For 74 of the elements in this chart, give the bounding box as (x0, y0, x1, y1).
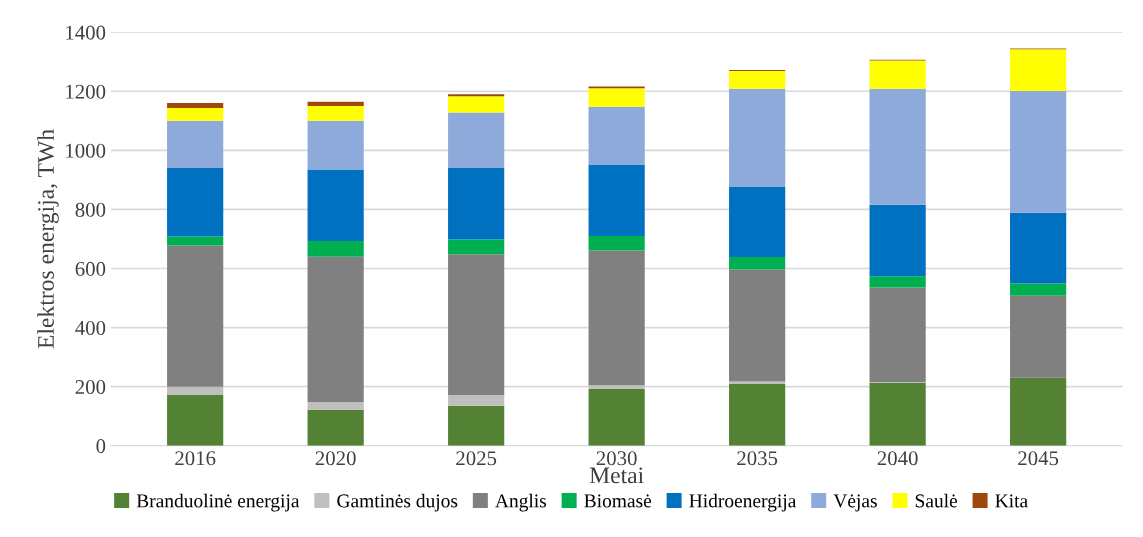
bar (588, 389, 645, 446)
bar (448, 112, 505, 169)
bar (1010, 283, 1067, 296)
bar (307, 106, 364, 121)
bar (307, 409, 364, 446)
bar (167, 394, 224, 446)
x-tick-label: 2035 (737, 451, 778, 466)
legend-label: Branduolinė energija (136, 493, 300, 512)
bar (167, 245, 224, 387)
x-tick-label: 2030 (596, 451, 637, 466)
legend-label: Biomasė (584, 494, 652, 508)
bar (448, 254, 505, 395)
legend-label: Vėjas (833, 494, 877, 512)
bar (448, 96, 505, 113)
y-tick-label: 0 (96, 439, 106, 454)
bar (869, 287, 926, 382)
bar (448, 405, 505, 446)
bar (588, 236, 645, 251)
y-tick-label: 800 (75, 202, 106, 217)
bar (588, 88, 645, 107)
x-tick-label: 2025 (456, 451, 497, 466)
y-tick-label: 400 (75, 320, 106, 335)
bar (1010, 377, 1067, 446)
bar (869, 276, 926, 288)
legend-label: Anglis (495, 493, 547, 512)
bar (869, 383, 926, 446)
y-tick-label: 1200 (66, 84, 106, 99)
bar (167, 168, 224, 237)
bar (1010, 49, 1067, 91)
x-axis-title: Metai (589, 467, 644, 484)
bar (307, 256, 364, 402)
bar (1010, 90, 1067, 213)
y-tick-label: 600 (75, 261, 106, 276)
bar (1010, 295, 1067, 378)
bar (167, 236, 224, 246)
bar (167, 108, 224, 121)
y-axis-title: Elektros energija, TWh (37, 129, 59, 349)
legend-label: Hidroenergija (689, 493, 797, 512)
bar (307, 169, 364, 242)
bar (307, 120, 364, 170)
x-tick-label: 2016 (175, 451, 216, 466)
legend-label: Saulė (915, 493, 958, 508)
bar (448, 394, 505, 406)
bar (588, 164, 645, 237)
bar (448, 239, 505, 255)
x-tick-label: 2020 (315, 451, 356, 466)
bar (167, 120, 224, 169)
legend-label: Kita (995, 494, 1028, 508)
bar (167, 103, 224, 109)
x-tick-label: 2040 (877, 451, 918, 466)
bar (307, 241, 364, 257)
bar (588, 106, 645, 165)
bar (729, 88, 786, 187)
bar (448, 94, 505, 97)
bar (869, 88, 926, 205)
bar (1010, 212, 1067, 284)
bar (448, 168, 505, 240)
bar (729, 256, 786, 270)
x-tick-label: 2045 (1018, 451, 1059, 466)
y-tick-label: 1400 (66, 25, 106, 40)
bar (307, 101, 364, 107)
bar (729, 186, 786, 257)
bar (729, 269, 786, 382)
legend-label: Gamtinės dujos (337, 493, 458, 512)
bar (167, 386, 224, 395)
y-tick-label: 1000 (66, 143, 106, 158)
y-tick-label: 200 (75, 380, 106, 395)
bar (588, 385, 645, 389)
bar (869, 204, 926, 277)
bar (869, 60, 926, 89)
bar (307, 402, 364, 410)
bar (729, 383, 786, 446)
bar (588, 250, 645, 386)
bar (729, 70, 786, 89)
